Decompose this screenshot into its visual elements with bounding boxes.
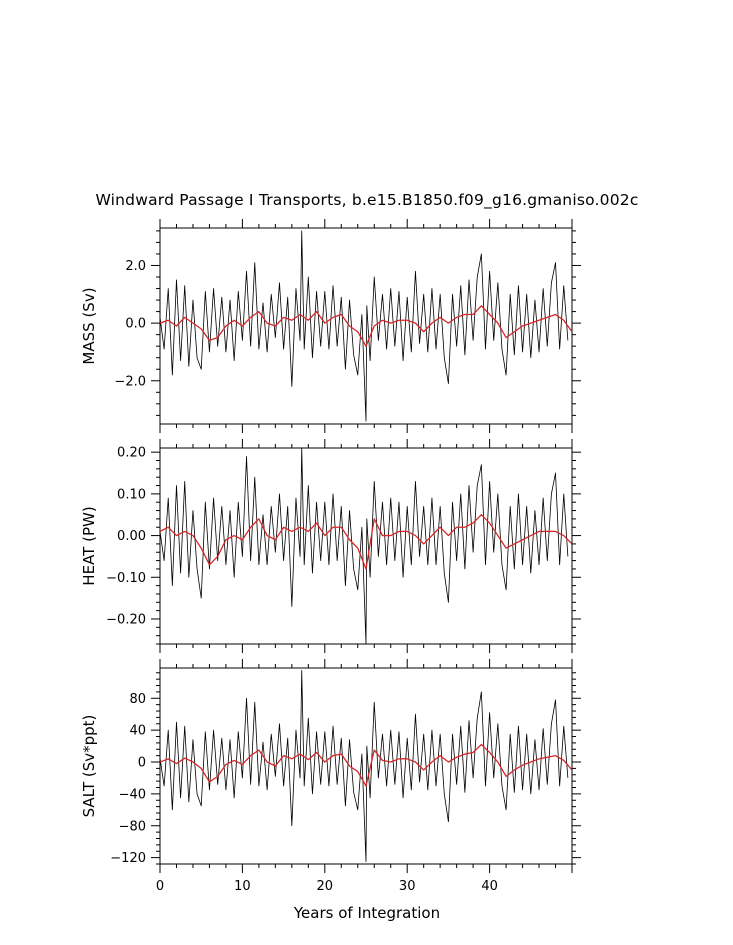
x-axis-label: Years of Integration — [293, 904, 440, 922]
mass-frame — [159, 227, 573, 425]
heat-y-tick-label: 0.20 — [117, 446, 146, 461]
x-tick-label: 30 — [399, 879, 416, 894]
mass-panel: 2.0 0.0 −2.0 MASS (Sv) — [80, 219, 581, 433]
mass-smoothed-series-line — [160, 305, 572, 347]
salt-y-tick-label: 0 — [138, 756, 146, 771]
mass-y-tick-label: 2.0 — [125, 259, 146, 274]
mass-y-axis-label: MASS (Sv) — [80, 287, 98, 364]
salt-y-tick-label: −80 — [119, 819, 146, 834]
salt-y-axis-label: SALT (Sv*ppt) — [80, 715, 98, 818]
salt-smoothed-series-line — [160, 743, 572, 787]
salt-panel: 80 40 0 −40 −80 −120 SALT (Sv*ppt) 0 10 20 30 40 — [80, 659, 581, 894]
heat-y-tick-label: −0.20 — [106, 612, 146, 627]
salt-y-tick-label: 80 — [129, 692, 146, 707]
salt-y-tick-label: −40 — [119, 787, 146, 802]
heat-monthly-series-line — [160, 448, 569, 644]
salt-y-tick-label: −120 — [110, 851, 146, 866]
x-tick-label: 0 — [156, 879, 164, 894]
mass-y-tick-label: −2.0 — [114, 374, 146, 389]
heat-y-tick-label: 0.00 — [117, 529, 146, 544]
x-tick-label: 10 — [234, 879, 251, 894]
heat-panel: 0.20 0.10 0.00 −0.10 −0.20 HEAT (PW) — [80, 439, 581, 653]
chart-title: Windward Passage I Transports, b.e15.B18… — [95, 191, 638, 210]
salt-monthly-series-line — [160, 669, 569, 863]
salt-frame — [159, 667, 573, 865]
x-tick-label: 40 — [481, 879, 498, 894]
heat-y-tick-label: 0.10 — [117, 487, 146, 502]
mass-monthly-series-line — [160, 230, 569, 422]
panels: 2.0 0.0 −2.0 MASS (Sv) 0.20 0.10 0.00 −0.10 −0.2… — [80, 219, 581, 894]
salt-y-tick-label: 40 — [129, 724, 146, 739]
heat-y-axis-label: HEAT (PW) — [80, 506, 98, 585]
x-tick-label: 20 — [317, 879, 334, 894]
heat-y-tick-label: −0.10 — [106, 571, 146, 586]
mass-y-tick-label: 0.0 — [125, 317, 146, 332]
heat-smoothed-series-line — [160, 514, 572, 570]
